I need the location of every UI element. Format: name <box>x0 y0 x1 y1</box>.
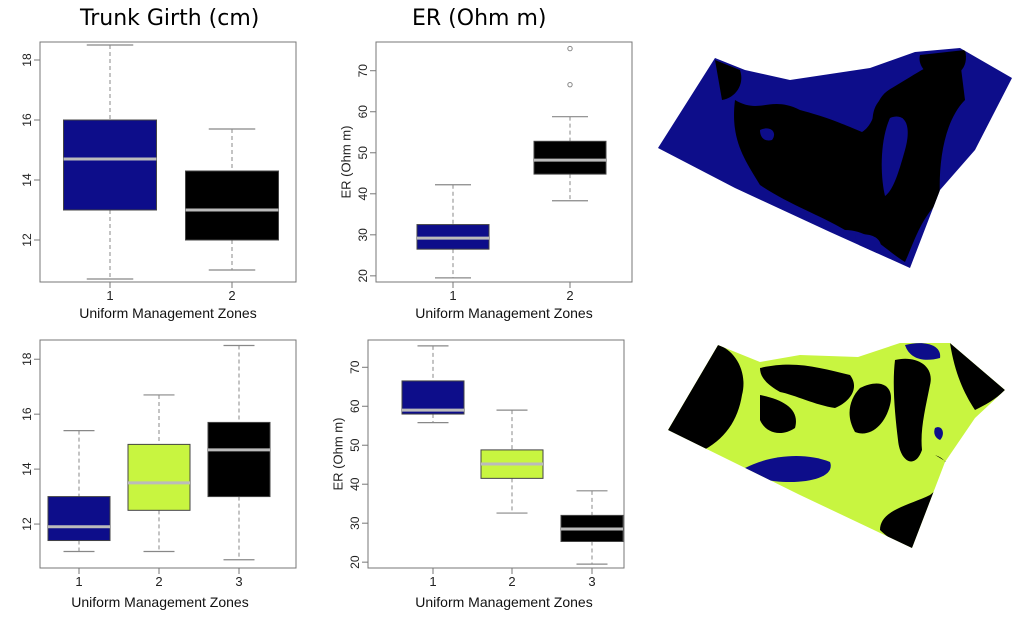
y-tick-label: 16 <box>20 113 34 127</box>
x-tick-label: 2 <box>508 574 515 589</box>
map-2-zones <box>658 48 1012 268</box>
y-tick-label: 70 <box>356 64 370 78</box>
boxplot-er-2-zones: 20 30 40 50 60 70 ER (Ohm m) 1 2 Uniform Manageme… <box>339 41 633 321</box>
box-zone-2 <box>127 394 191 553</box>
y-tick-label: 40 <box>356 187 370 201</box>
plot-frame <box>39 41 297 283</box>
y-tick-label: 20 <box>348 555 362 569</box>
x-tick-label: 2 <box>566 288 573 303</box>
x-tick-label: 1 <box>429 574 436 589</box>
box-zone-1 <box>401 345 465 424</box>
box-iqr <box>401 380 465 415</box>
x-tick-label: 1 <box>75 574 82 589</box>
box-zone-2 <box>185 128 279 271</box>
y-tick-label: 18 <box>20 53 34 67</box>
x-axis-label: Uniform Management Zones <box>415 305 592 321</box>
box-iqr <box>533 140 607 175</box>
plot-frame <box>367 339 625 569</box>
y-tick-label: 50 <box>356 146 370 160</box>
y-tick-label: 50 <box>348 438 362 452</box>
box-zone-1 <box>416 184 490 279</box>
box-iqr <box>63 119 157 211</box>
box-zone-3 <box>207 344 271 561</box>
y-tick-label: 30 <box>356 228 370 242</box>
boxplot-er-3-zones: 20 30 40 50 60 70 ER (Ohm m) 1 2 3 Uniform Managem… <box>331 339 625 610</box>
y-tick-label: 40 <box>348 477 362 491</box>
y-axis-label: ER (Ohm m) <box>339 126 354 199</box>
box-zone-1 <box>63 44 157 280</box>
y-axis-label: ER (Ohm m) <box>331 418 346 491</box>
y-tick-label: 12 <box>20 517 34 531</box>
x-axis-label: Uniform Management Zones <box>79 305 256 321</box>
y-tick-label: 20 <box>356 269 370 283</box>
box-zone-2 <box>533 45 607 202</box>
outlier-point <box>567 45 573 52</box>
plot-frame <box>375 41 633 283</box>
y-tick-label: 60 <box>356 105 370 119</box>
y-tick-label: 70 <box>348 360 362 374</box>
box-iqr <box>47 496 111 542</box>
x-tick-label: 3 <box>235 574 242 589</box>
x-tick-label: 2 <box>228 288 235 303</box>
y-tick-label: 60 <box>348 399 362 413</box>
x-axis-label: Uniform Management Zones <box>415 594 592 610</box>
column-title-er: ER (Ohm m) <box>412 6 547 31</box>
box-iqr <box>207 421 271 498</box>
column-title-trunk-girth: Trunk Girth (cm) <box>80 6 260 31</box>
plot-frame <box>39 339 297 569</box>
box-iqr <box>185 170 279 241</box>
box-iqr <box>127 443 191 511</box>
map-3-zones <box>668 343 1005 548</box>
x-tick-label: 1 <box>449 288 456 303</box>
box-zone-2 <box>480 409 544 514</box>
y-tick-label: 12 <box>20 233 34 247</box>
y-tick-label: 18 <box>20 352 34 366</box>
x-axis-label: Uniform Management Zones <box>71 594 248 610</box>
x-tick-label: 1 <box>106 288 113 303</box>
y-tick-label: 14 <box>20 462 34 476</box>
box-zone-3 <box>560 490 624 565</box>
y-tick-label: 16 <box>20 407 34 421</box>
outlier-point <box>567 81 573 88</box>
x-tick-label: 2 <box>155 574 162 589</box>
x-tick-label: 3 <box>588 574 595 589</box>
box-zone-1 <box>47 430 111 553</box>
y-tick-label: 30 <box>348 516 362 530</box>
y-tick-label: 14 <box>20 173 34 187</box>
